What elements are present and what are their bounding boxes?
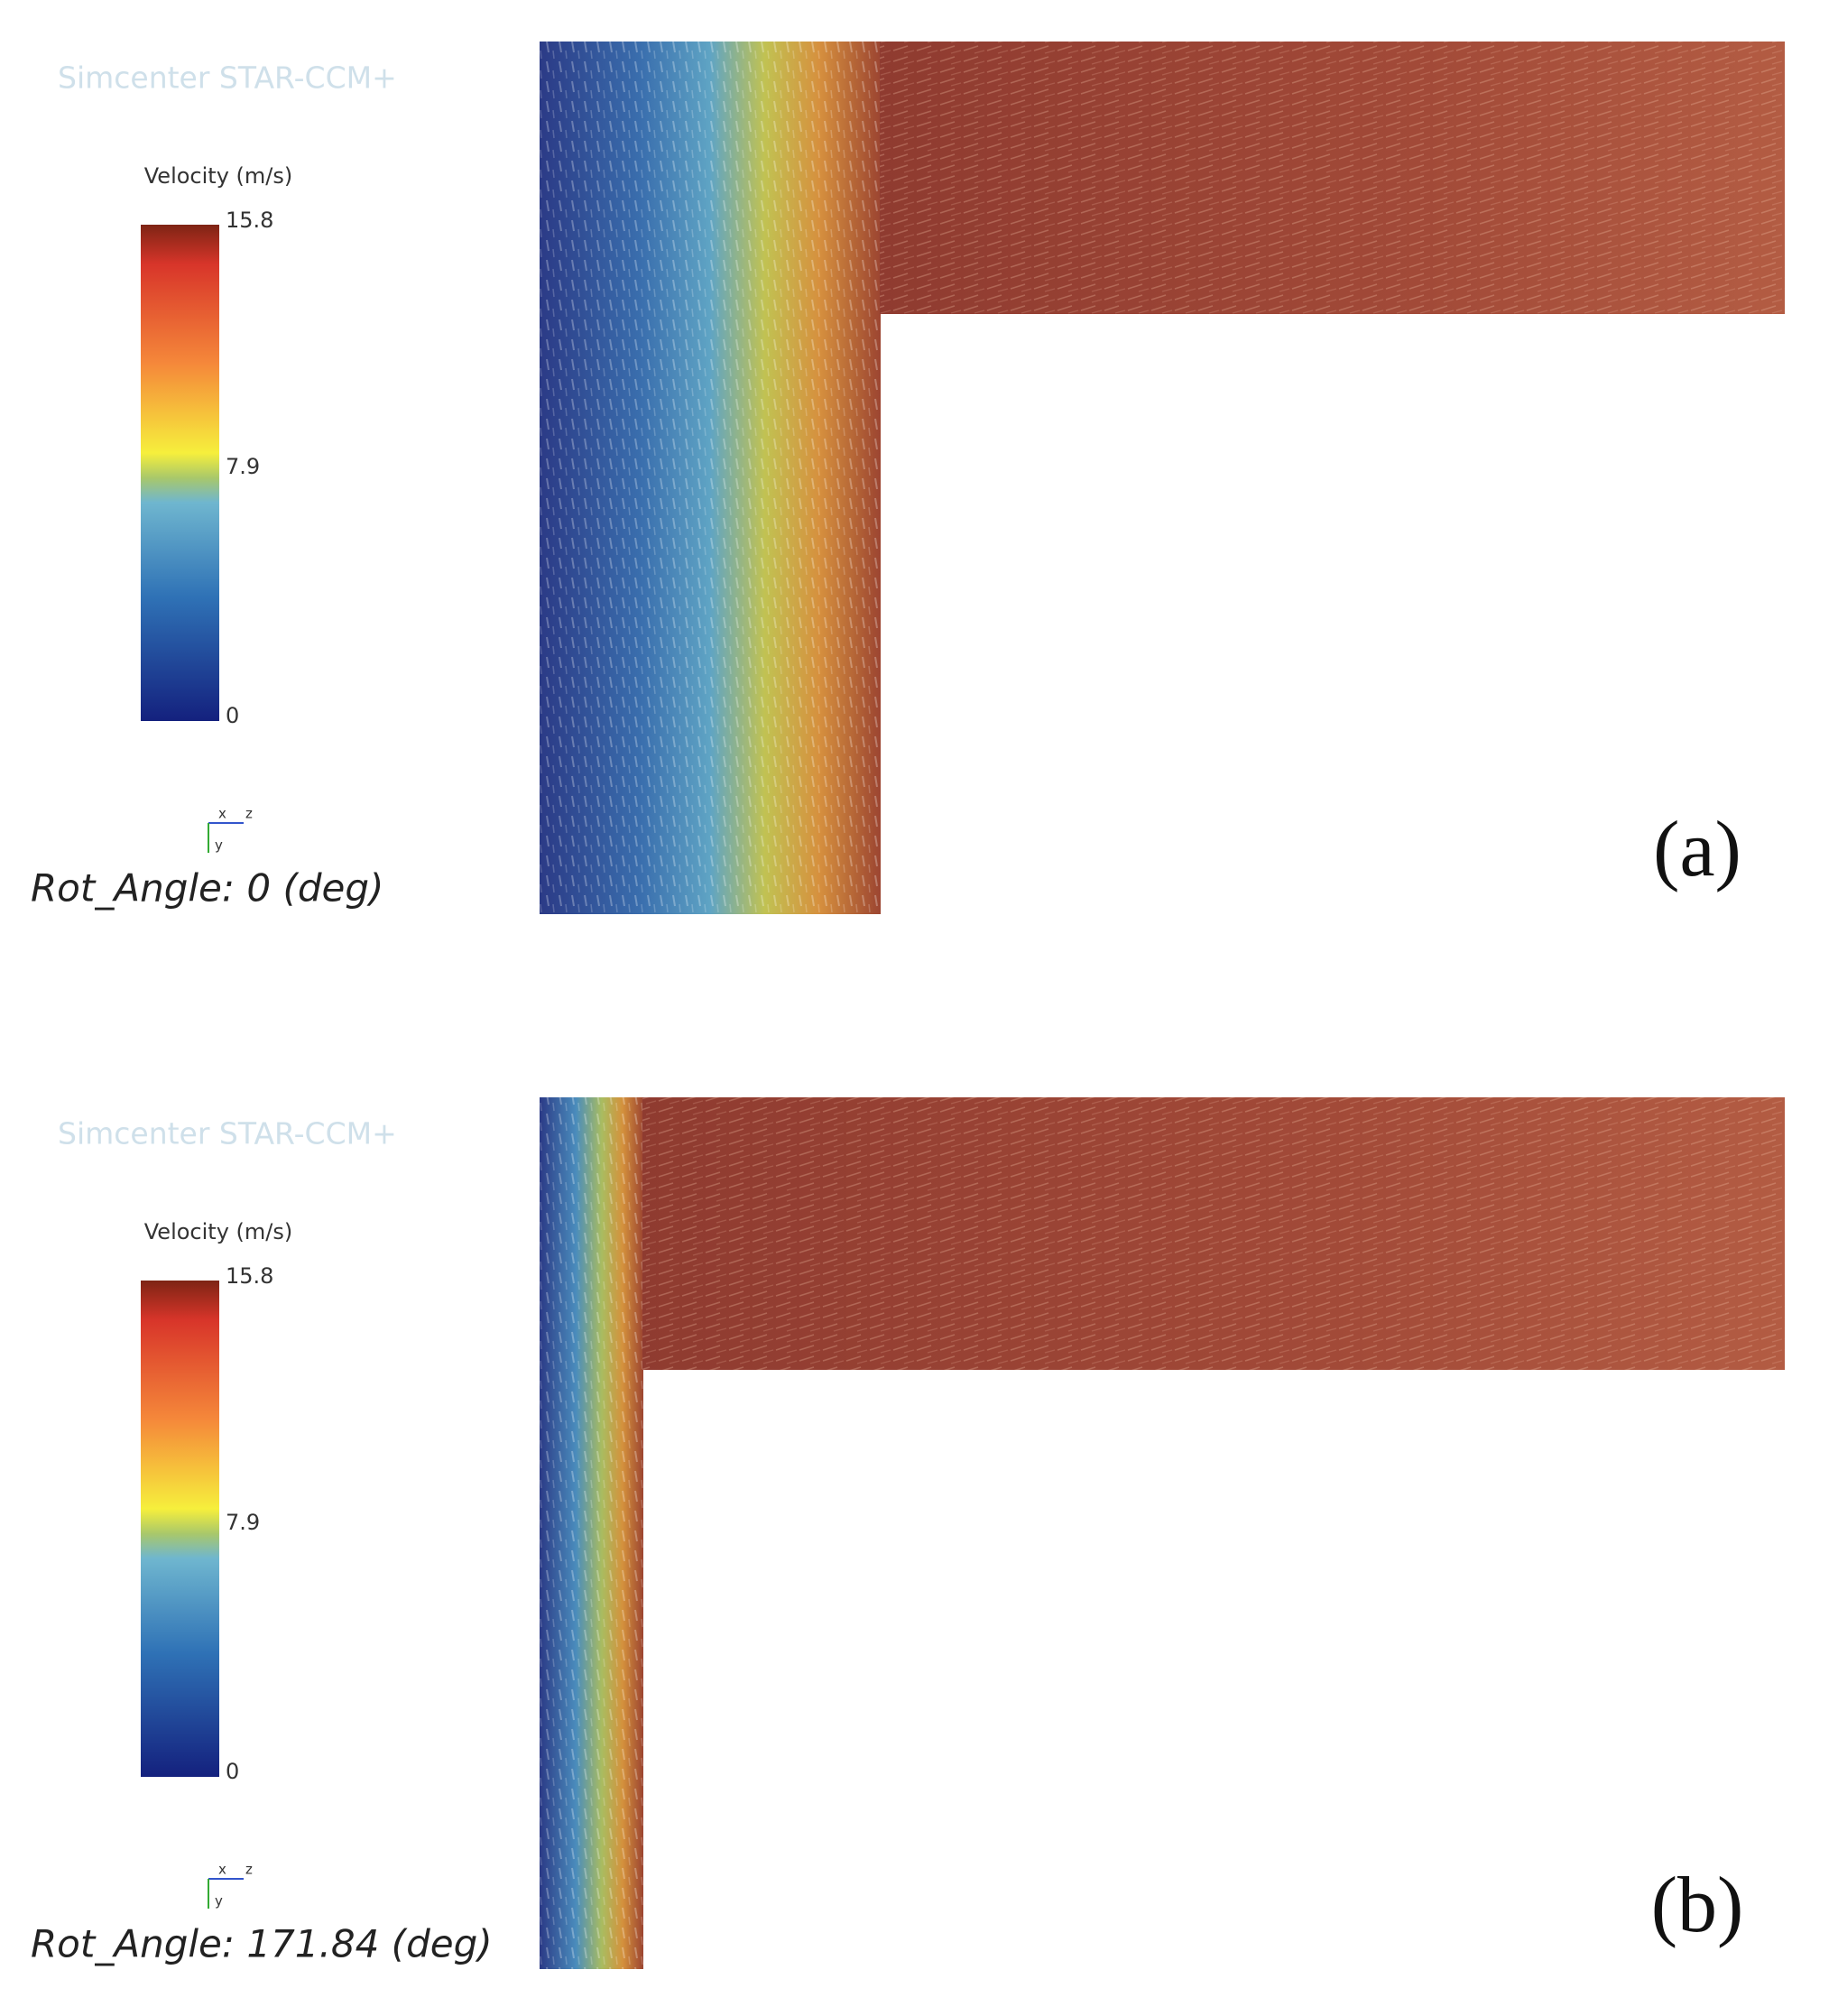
legend-tick-label: 0 xyxy=(226,703,239,728)
panel-label: (b) xyxy=(1651,1862,1744,1949)
color-bar xyxy=(141,225,219,721)
watermark: Simcenter STAR-CCM+ xyxy=(58,60,397,96)
panel-label: (a) xyxy=(1653,806,1741,893)
axis-label: z xyxy=(245,1862,253,1878)
legend-tick-label: 15.8 xyxy=(226,208,273,233)
flow-domain xyxy=(540,1097,1785,1969)
legend-title: Velocity (m/s) xyxy=(144,163,292,189)
caption: Rot_Angle: 0 (deg) xyxy=(31,866,383,911)
panel-annotations: Simcenter STAR-CCM+ Velocity (m/s) 15.8 7.9… xyxy=(31,1116,1743,1966)
panel-annotations: Simcenter STAR-CCM+ Velocity (m/s) 15.8 7.9… xyxy=(31,60,1741,911)
flow-domain xyxy=(540,42,1785,914)
axis-label: x xyxy=(218,806,226,822)
legend-title: Velocity (m/s) xyxy=(144,1219,292,1244)
caption: Rot_Angle: 171.84 (deg) xyxy=(31,1922,493,1966)
legend-tick-label: 7.9 xyxy=(226,1510,260,1535)
axis-label: z xyxy=(245,806,253,822)
axis-label: y xyxy=(215,1893,223,1910)
legend-tick-label: 7.9 xyxy=(226,454,260,479)
color-bar xyxy=(141,1281,219,1777)
axis-label: x xyxy=(218,1862,226,1878)
watermark: Simcenter STAR-CCM+ xyxy=(58,1116,397,1151)
axis-label: y xyxy=(215,837,223,854)
legend-tick-label: 0 xyxy=(226,1759,239,1784)
legend-tick-label: 15.8 xyxy=(226,1263,273,1289)
